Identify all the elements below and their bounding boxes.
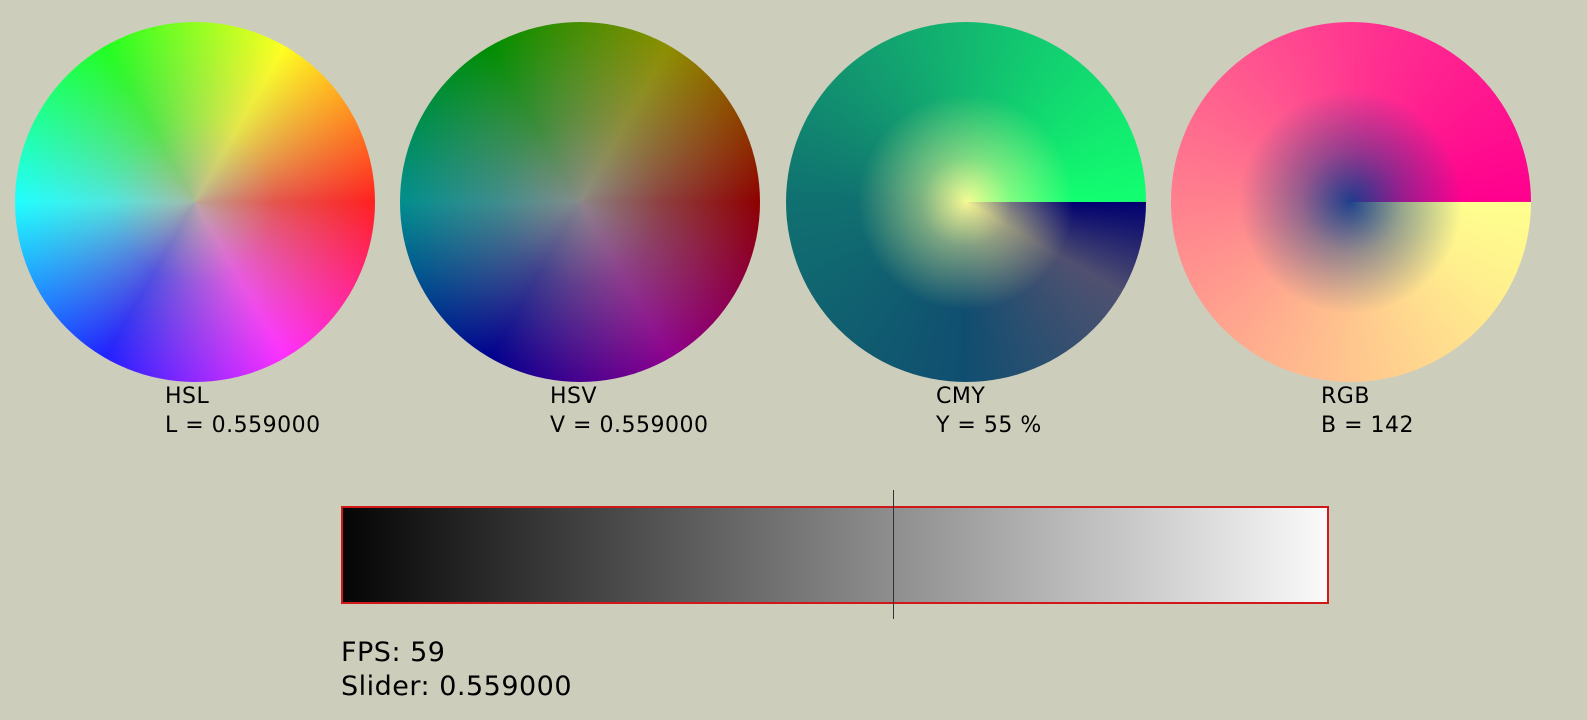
hsl-title: HSL (165, 384, 210, 409)
hsv-value-value: V = 0.559000 (550, 413, 709, 438)
rgb-color-wheel[interactable] (1171, 22, 1531, 382)
hsv-caption: HSV V = 0.559000 (550, 382, 708, 440)
slider-readout: Slider: 0.559000 (341, 671, 573, 702)
rgb-blue-value: B = 142 (1321, 413, 1415, 438)
hsl-wheel-panel: HSL L = 0.559000 (15, 22, 375, 442)
hsv-wheel-panel: HSV V = 0.559000 (400, 22, 760, 442)
value-slider[interactable] (341, 490, 1329, 620)
rgb-title: RGB (1321, 384, 1370, 409)
hsv-title: HSV (550, 384, 598, 409)
cmy-wheel-panel: CMY Y = 55 % (786, 22, 1146, 442)
hsl-lightness-value: L = 0.559000 (165, 413, 321, 438)
status-panel: FPS: 59 Slider: 0.559000 (341, 636, 572, 704)
cmy-caption: CMY Y = 55 % (936, 382, 1042, 440)
cmy-title: CMY (936, 384, 986, 409)
hsl-caption: HSL L = 0.559000 (165, 382, 321, 440)
hsl-color-wheel[interactable] (15, 22, 375, 382)
rgb-caption: RGB B = 142 (1321, 382, 1414, 440)
slider-thumb[interactable] (893, 490, 894, 619)
cmy-yellow-value: Y = 55 % (936, 413, 1042, 438)
slider-track[interactable] (341, 506, 1329, 604)
rgb-wheel-panel: RGB B = 142 (1171, 22, 1531, 442)
hsv-color-wheel[interactable] (400, 22, 760, 382)
cmy-color-wheel[interactable] (786, 22, 1146, 382)
fps-counter: FPS: 59 (341, 637, 446, 668)
